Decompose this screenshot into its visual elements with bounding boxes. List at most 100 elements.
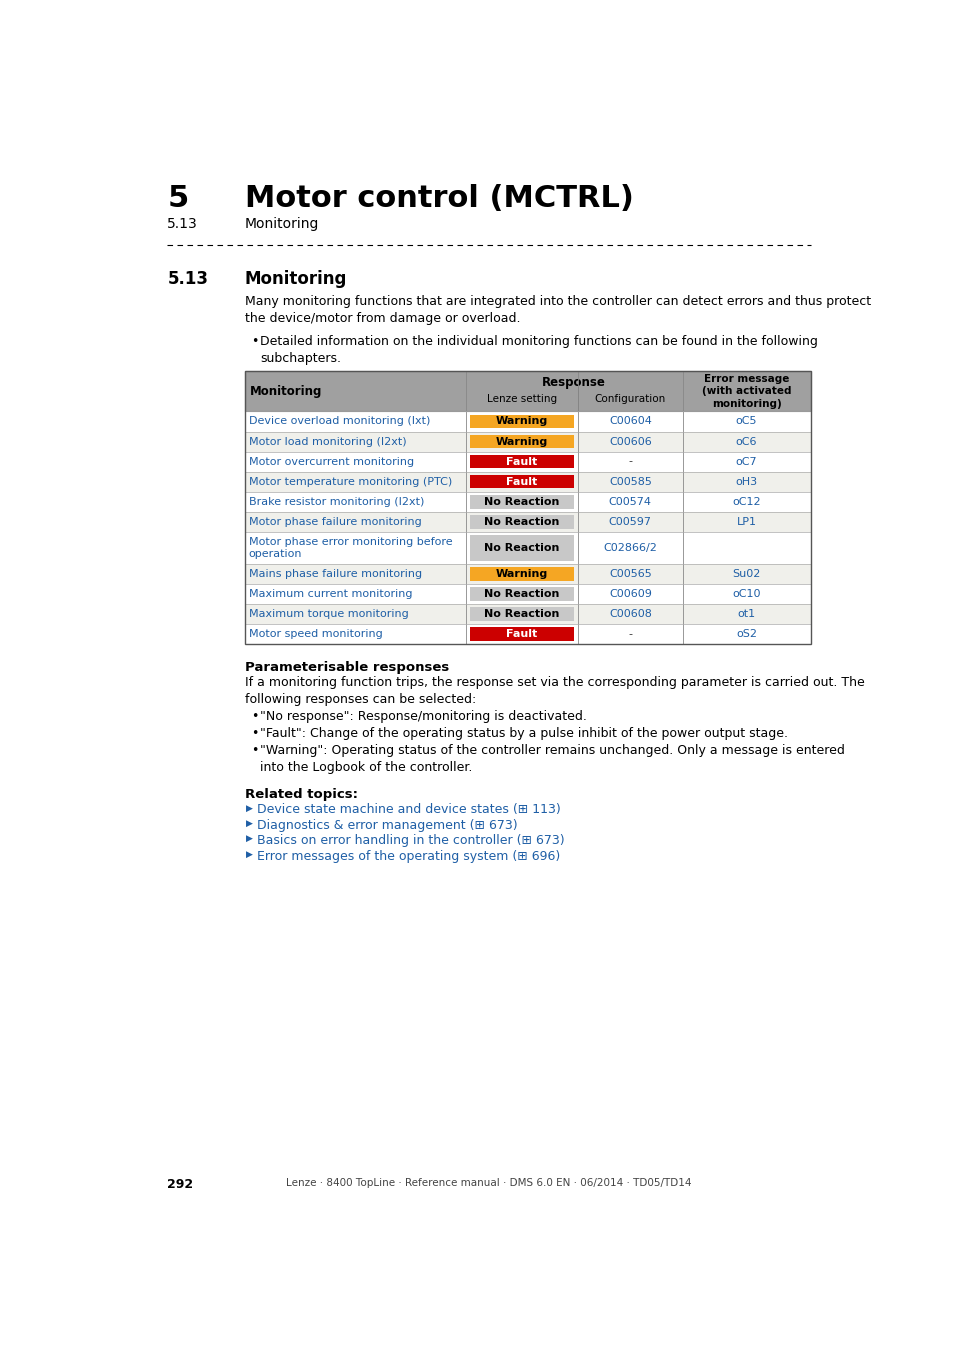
Text: Fault: Fault — [506, 629, 537, 639]
Text: -: - — [628, 456, 632, 467]
Text: Motor temperature monitoring (PTC): Motor temperature monitoring (PTC) — [249, 477, 452, 486]
Text: Lenze setting: Lenze setting — [486, 394, 557, 404]
Text: "Warning": Operating status of the controller remains unchanged. Only a message : "Warning": Operating status of the contr… — [260, 744, 844, 774]
Text: Fault: Fault — [506, 477, 537, 486]
Bar — [245, 432, 810, 451]
Text: ot1: ot1 — [737, 609, 755, 620]
Text: Motor overcurrent monitoring: Motor overcurrent monitoring — [249, 456, 414, 467]
Text: No Reaction: No Reaction — [484, 543, 559, 552]
Text: -: - — [628, 629, 632, 639]
Text: oC5: oC5 — [735, 417, 757, 427]
Bar — [469, 494, 574, 509]
Text: oS2: oS2 — [736, 629, 757, 639]
Text: ▶: ▶ — [246, 849, 253, 859]
Text: C00585: C00585 — [608, 477, 651, 486]
Text: Detailed information on the individual monitoring functions can be found in the : Detailed information on the individual m… — [260, 335, 818, 366]
Text: Motor control (MCTRL): Motor control (MCTRL) — [245, 184, 633, 212]
Text: Monitoring: Monitoring — [245, 270, 347, 288]
Text: C00574: C00574 — [608, 497, 651, 506]
Text: oC10: oC10 — [732, 589, 760, 599]
Text: 5: 5 — [167, 184, 189, 212]
Bar — [245, 512, 810, 532]
Text: Error message
(with activated
monitoring): Error message (with activated monitoring… — [701, 374, 791, 409]
Text: Lenze · 8400 TopLine · Reference manual · DMS 6.0 EN · 06/2014 · TD05/TD14: Lenze · 8400 TopLine · Reference manual … — [286, 1179, 691, 1188]
Text: •: • — [251, 710, 258, 724]
Text: Motor speed monitoring: Motor speed monitoring — [249, 629, 382, 639]
Text: LP1: LP1 — [736, 517, 756, 526]
Text: If a monitoring function trips, the response set via the corresponding parameter: If a monitoring function trips, the resp… — [245, 676, 863, 706]
Text: Monitoring: Monitoring — [250, 385, 322, 398]
Bar — [245, 471, 810, 491]
Text: Su02: Su02 — [732, 568, 760, 579]
Text: Configuration: Configuration — [594, 394, 665, 404]
Text: oH3: oH3 — [735, 477, 757, 486]
Text: ▶: ▶ — [246, 819, 253, 828]
Text: Monitoring: Monitoring — [245, 217, 319, 231]
Text: ▶: ▶ — [246, 834, 253, 844]
Bar — [245, 564, 810, 585]
Text: ▶: ▶ — [246, 803, 253, 813]
Bar — [469, 455, 574, 468]
Text: C00609: C00609 — [608, 589, 651, 599]
Bar — [469, 414, 574, 428]
Text: Warning: Warning — [496, 436, 547, 447]
Text: C00608: C00608 — [608, 609, 651, 620]
Bar — [245, 371, 810, 644]
Text: Basics on error handling in the controller (⊞ 673): Basics on error handling in the controll… — [257, 834, 564, 848]
Text: oC6: oC6 — [735, 436, 757, 447]
Bar — [245, 371, 810, 412]
Text: No Reaction: No Reaction — [484, 497, 559, 506]
Text: No Reaction: No Reaction — [484, 589, 559, 599]
Text: Error messages of the operating system (⊞ 696): Error messages of the operating system (… — [257, 849, 559, 863]
Text: Diagnostics & error management (⊞ 673): Diagnostics & error management (⊞ 673) — [257, 819, 517, 832]
Bar — [469, 475, 574, 489]
Bar — [245, 603, 810, 624]
Text: 5.13: 5.13 — [167, 270, 208, 288]
Bar — [245, 624, 810, 644]
Bar — [469, 514, 574, 528]
Bar — [245, 532, 810, 564]
Text: •: • — [251, 335, 258, 348]
Bar — [469, 587, 574, 601]
Bar — [469, 608, 574, 621]
Bar — [469, 435, 574, 448]
Bar — [245, 585, 810, 603]
Text: "No response": Response/monitoring is deactivated.: "No response": Response/monitoring is de… — [260, 710, 586, 724]
Bar — [245, 451, 810, 471]
Text: Maximum current monitoring: Maximum current monitoring — [249, 589, 412, 599]
Text: Device state machine and device states (⊞ 113): Device state machine and device states (… — [257, 803, 560, 817]
Text: 5.13: 5.13 — [167, 217, 198, 231]
Text: Maximum torque monitoring: Maximum torque monitoring — [249, 609, 408, 620]
Text: Device overload monitoring (Ixt): Device overload monitoring (Ixt) — [249, 417, 430, 427]
Bar — [469, 535, 574, 560]
Text: No Reaction: No Reaction — [484, 609, 559, 620]
Text: Response: Response — [541, 375, 605, 389]
Text: Mains phase failure monitoring: Mains phase failure monitoring — [249, 568, 421, 579]
Text: Warning: Warning — [496, 568, 547, 579]
Text: "Fault": Change of the operating status by a pulse inhibit of the power output s: "Fault": Change of the operating status … — [260, 728, 787, 740]
Text: Warning: Warning — [496, 417, 547, 427]
Bar — [469, 567, 574, 580]
Text: C00606: C00606 — [608, 436, 651, 447]
Bar — [245, 491, 810, 512]
Text: Motor phase failure monitoring: Motor phase failure monitoring — [249, 517, 421, 526]
Text: oC12: oC12 — [732, 497, 760, 506]
Text: Motor load monitoring (I2xt): Motor load monitoring (I2xt) — [249, 436, 406, 447]
Text: •: • — [251, 728, 258, 740]
Text: Fault: Fault — [506, 456, 537, 467]
Text: •: • — [251, 744, 258, 757]
Text: C02866/2: C02866/2 — [603, 543, 657, 552]
Text: C00565: C00565 — [608, 568, 651, 579]
Text: C00604: C00604 — [608, 417, 651, 427]
Text: Many monitoring functions that are integrated into the controller can detect err: Many monitoring functions that are integ… — [245, 296, 870, 325]
Text: Parameterisable responses: Parameterisable responses — [245, 662, 449, 674]
Bar — [469, 628, 574, 641]
Bar — [245, 412, 810, 432]
Text: Related topics:: Related topics: — [245, 788, 357, 801]
Text: Motor phase error monitoring before
operation: Motor phase error monitoring before oper… — [249, 536, 452, 559]
Text: Brake resistor monitoring (I2xt): Brake resistor monitoring (I2xt) — [249, 497, 423, 506]
Text: C00597: C00597 — [608, 517, 651, 526]
Text: No Reaction: No Reaction — [484, 517, 559, 526]
Text: 292: 292 — [167, 1179, 193, 1192]
Text: oC7: oC7 — [735, 456, 757, 467]
